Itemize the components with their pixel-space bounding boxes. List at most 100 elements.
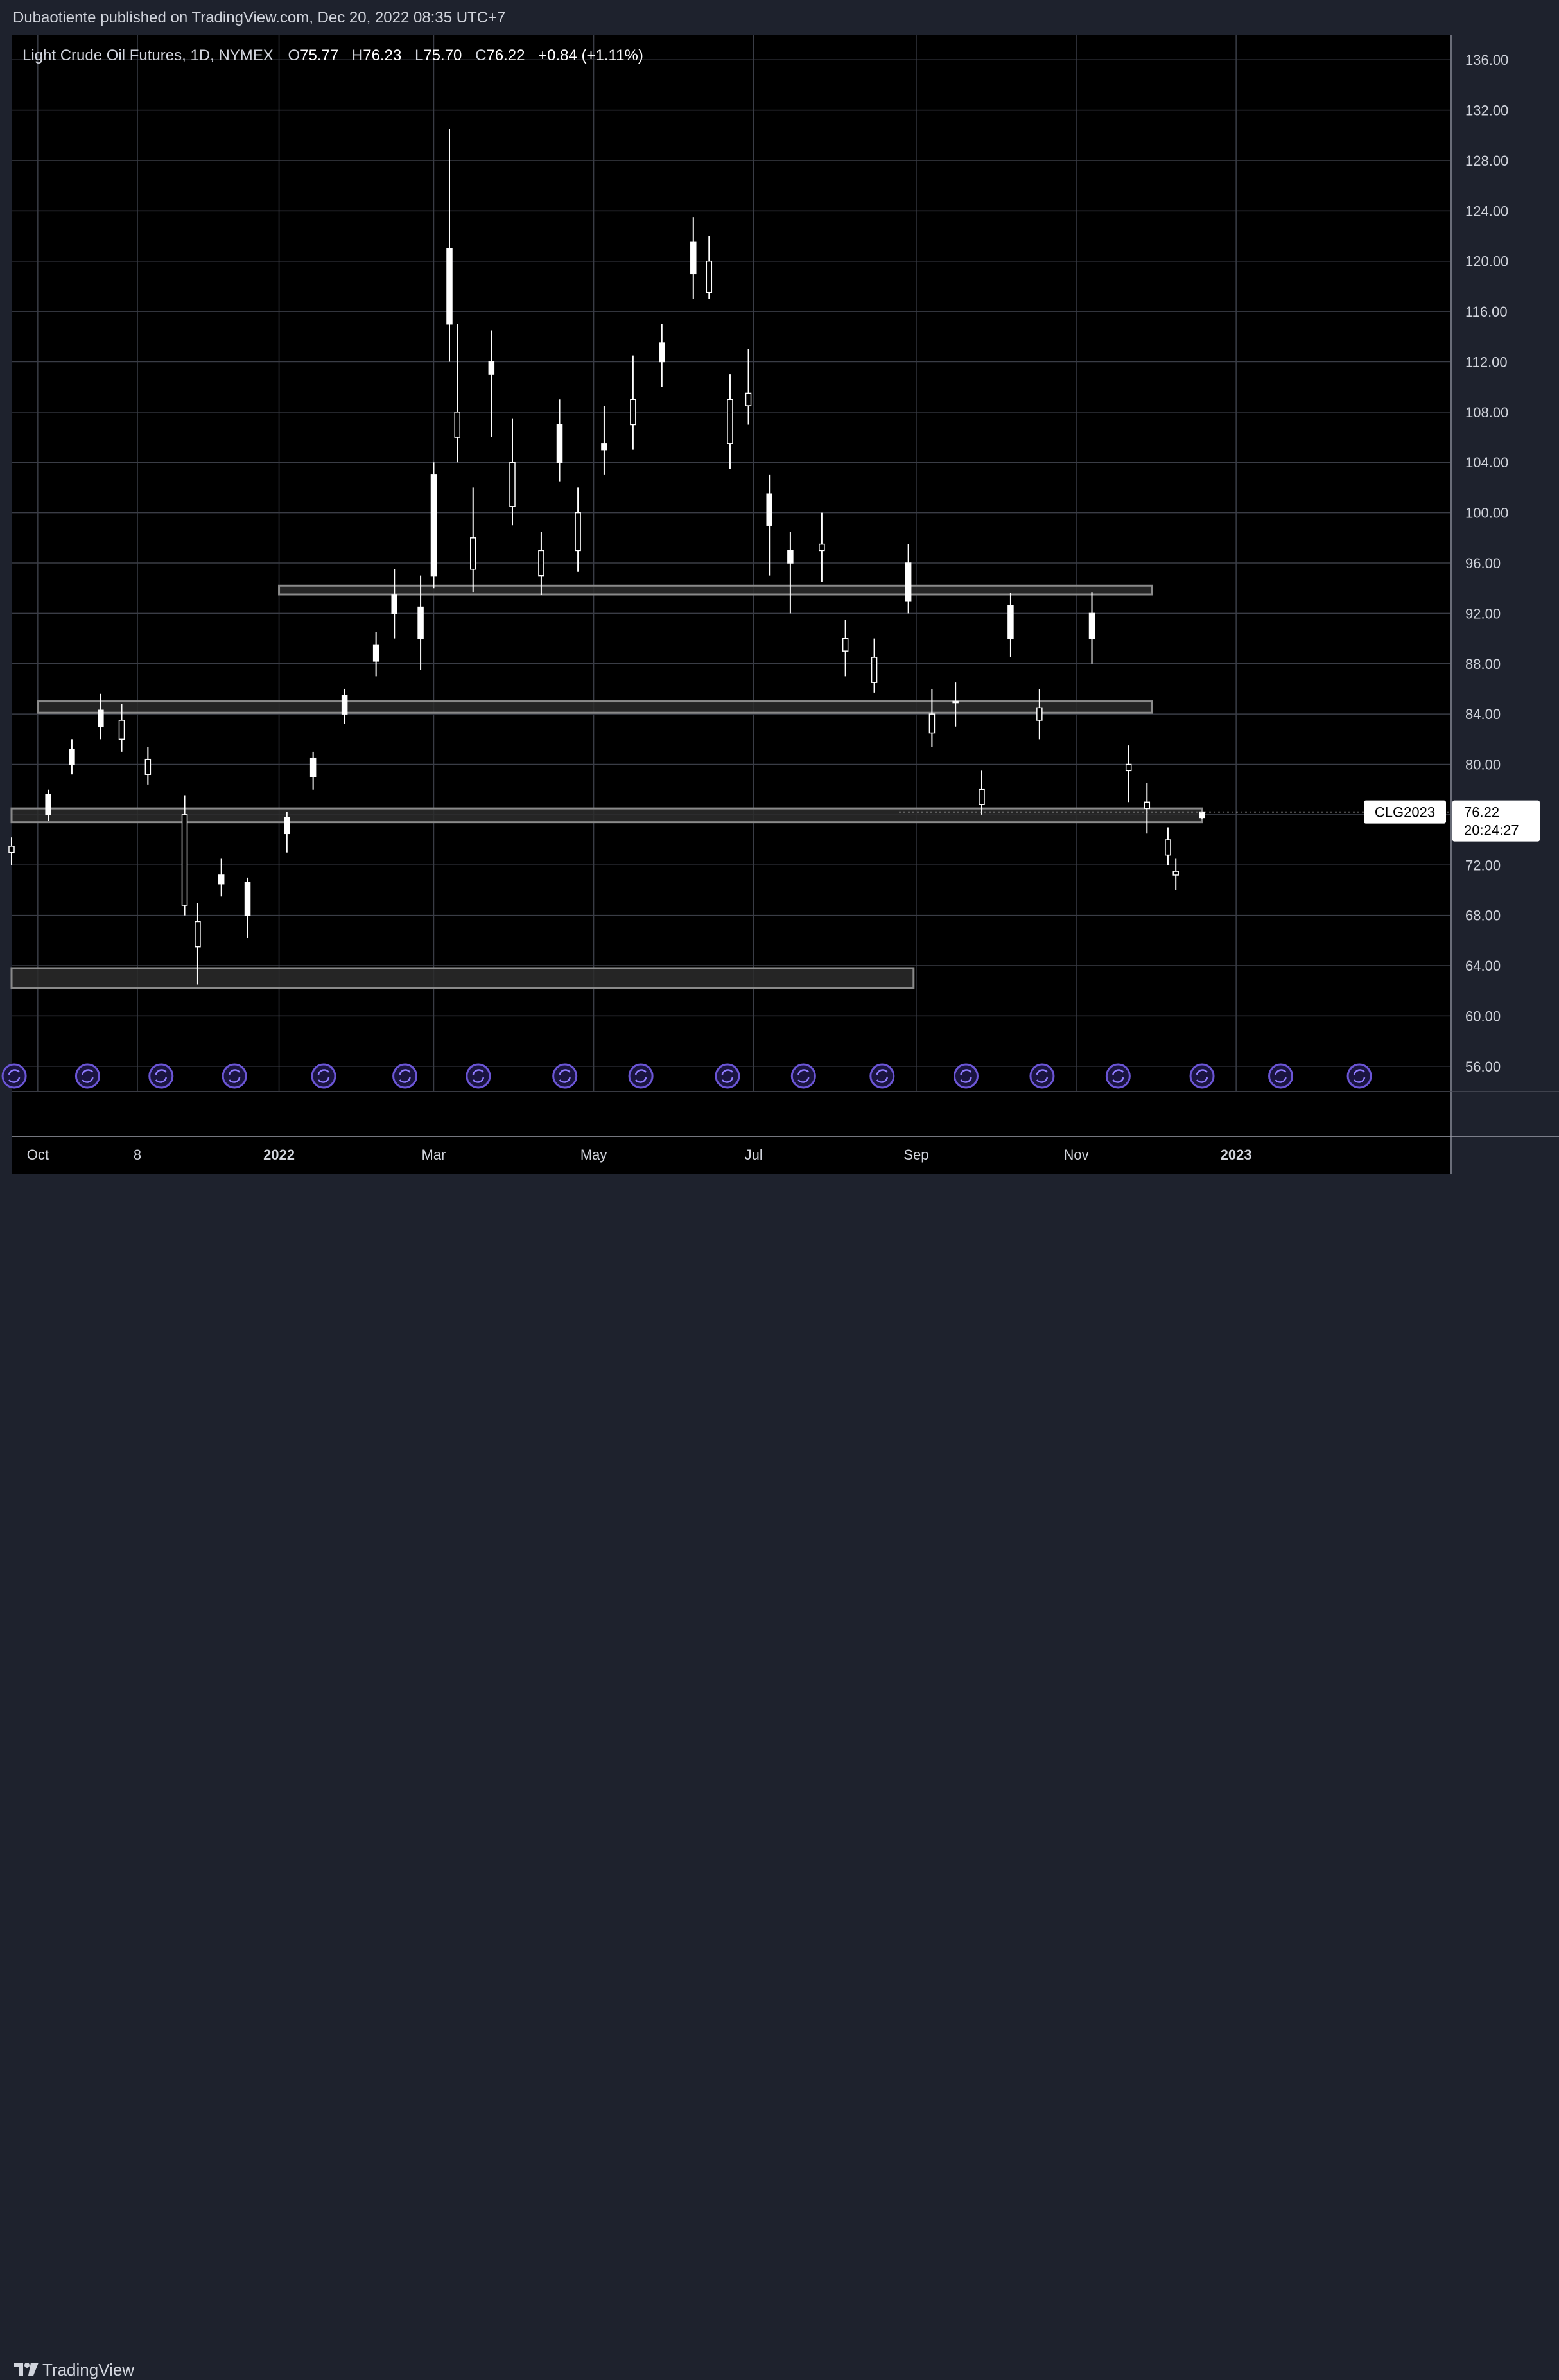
candle-body	[98, 709, 104, 727]
candle-body	[630, 399, 636, 426]
symbol-tag: CLG2023	[1364, 800, 1446, 824]
chart-grid	[12, 35, 1451, 1091]
dividend-refresh-icon	[1, 1063, 27, 1089]
y-tick-label: 124.00	[1465, 203, 1508, 219]
x-tick-label: 8	[134, 1147, 141, 1163]
candle-body	[446, 248, 453, 325]
legend-close-value: 76.22	[486, 47, 525, 64]
candle-body	[1144, 801, 1151, 809]
dividend-refresh-icon	[148, 1063, 174, 1089]
candle-body	[1199, 811, 1205, 819]
y-tick-label: 128.00	[1465, 153, 1508, 169]
candle-body	[218, 874, 225, 885]
candle-body	[118, 720, 125, 740]
candle-body	[766, 493, 772, 526]
legend-open-value: 75.77	[300, 47, 338, 64]
y-tick-label: 100.00	[1465, 505, 1508, 521]
candle-body	[195, 921, 201, 948]
x-tick-label: Oct	[27, 1147, 49, 1163]
y-tick-label: 80.00	[1465, 757, 1501, 773]
candle-layer	[8, 128, 1205, 985]
dividend-refresh-icon	[715, 1063, 740, 1089]
legend-close-label: C	[475, 47, 486, 64]
candle-body	[509, 462, 516, 507]
candle-body	[979, 788, 985, 805]
chart-background	[12, 35, 1451, 1174]
dividend-refresh-icon	[869, 1063, 895, 1089]
candle-body	[1165, 839, 1171, 856]
y-tick-label: 104.00	[1465, 455, 1508, 471]
y-tick-label: 72.00	[1465, 857, 1501, 873]
y-tick-label: 60.00	[1465, 1008, 1501, 1024]
price-tag-countdown: 20:24:27	[1464, 822, 1519, 838]
support-resistance-zone	[37, 700, 1153, 714]
candle-body	[284, 817, 290, 835]
legend-high-value: 76.23	[363, 47, 401, 64]
candle-body	[417, 606, 424, 639]
candle-body	[181, 814, 188, 906]
candle-body	[727, 399, 733, 444]
candle-body	[601, 443, 607, 451]
dividend-refresh-icon	[1268, 1063, 1294, 1089]
y-tick-label: 56.00	[1465, 1059, 1501, 1075]
tradingview-logo-icon	[14, 2363, 39, 2376]
y-tick-label: 116.00	[1465, 304, 1508, 320]
x-tick-label: Mar	[422, 1147, 446, 1163]
candle-body	[454, 412, 460, 438]
chart-legend: Light Crude Oil Futures, 1D, NYMEX O75.7…	[22, 47, 643, 64]
y-tick-label: 64.00	[1465, 958, 1501, 974]
support-resistance-zone	[278, 584, 1153, 596]
candle-body	[842, 638, 849, 652]
candle-body	[488, 361, 495, 375]
candle-body	[1036, 707, 1043, 721]
candle-body	[871, 657, 878, 683]
candle-body	[745, 392, 752, 406]
dividend-refresh-icon	[311, 1063, 336, 1089]
symbol-tag-text: CLG2023	[1375, 804, 1435, 821]
y-tick-label: 96.00	[1465, 555, 1501, 571]
x-tick-label: Nov	[1063, 1147, 1088, 1163]
y-tick-label: 120.00	[1465, 254, 1508, 270]
event-markers	[1, 1063, 1372, 1089]
dividend-refresh-icon	[1346, 1063, 1372, 1089]
dividend-refresh-icon	[466, 1063, 491, 1089]
candle-body	[556, 424, 563, 463]
candle-body	[952, 700, 959, 704]
candle-body	[1172, 871, 1179, 876]
support-resistance-zone	[10, 967, 915, 989]
y-tick-label: 132.00	[1465, 103, 1508, 119]
y-tick-label: 92.00	[1465, 605, 1501, 621]
dividend-refresh-icon	[552, 1063, 578, 1089]
legend-open-label: O	[288, 47, 300, 64]
candle-body	[8, 846, 15, 853]
publish-header: Dubaotiente published on TradingView.com…	[0, 0, 1559, 36]
candle-body	[706, 260, 713, 293]
candle-body	[372, 644, 379, 662]
candle-body	[575, 512, 581, 552]
candle-body	[341, 695, 348, 715]
legend-high-label: H	[352, 47, 363, 64]
dividend-refresh-icon	[392, 1063, 418, 1089]
y-tick-label: 108.00	[1465, 404, 1508, 421]
dividend-refresh-icon	[1105, 1063, 1131, 1089]
candle-body	[659, 342, 665, 363]
x-tick-label: 2022	[263, 1147, 295, 1163]
candle-body	[45, 794, 51, 815]
dividend-refresh-icon	[628, 1063, 654, 1089]
dividend-refresh-icon	[74, 1063, 100, 1089]
candle-body	[905, 562, 912, 602]
publish-info-text: Dubaotiente published on TradingView.com…	[13, 9, 506, 26]
candle-body	[244, 882, 251, 916]
candle-body	[787, 550, 794, 564]
x-tick-label: Sep	[903, 1147, 928, 1163]
price-chart[interactable]: 136.00 132.00 128.00 124.00 120.00 116.00 112.…	[0, 0, 1559, 1217]
candle-body	[144, 758, 152, 775]
y-tick-label: 112.00	[1465, 354, 1508, 370]
y-tick-label: 84.00	[1465, 706, 1501, 722]
candle-body	[1088, 612, 1095, 639]
x-tick-label: Jul	[745, 1147, 763, 1163]
tradingview-brand-text: TradingView	[42, 2360, 135, 2379]
candle-body	[69, 749, 75, 765]
y-tick-label: 88.00	[1465, 656, 1501, 672]
candle-body	[1125, 763, 1132, 772]
